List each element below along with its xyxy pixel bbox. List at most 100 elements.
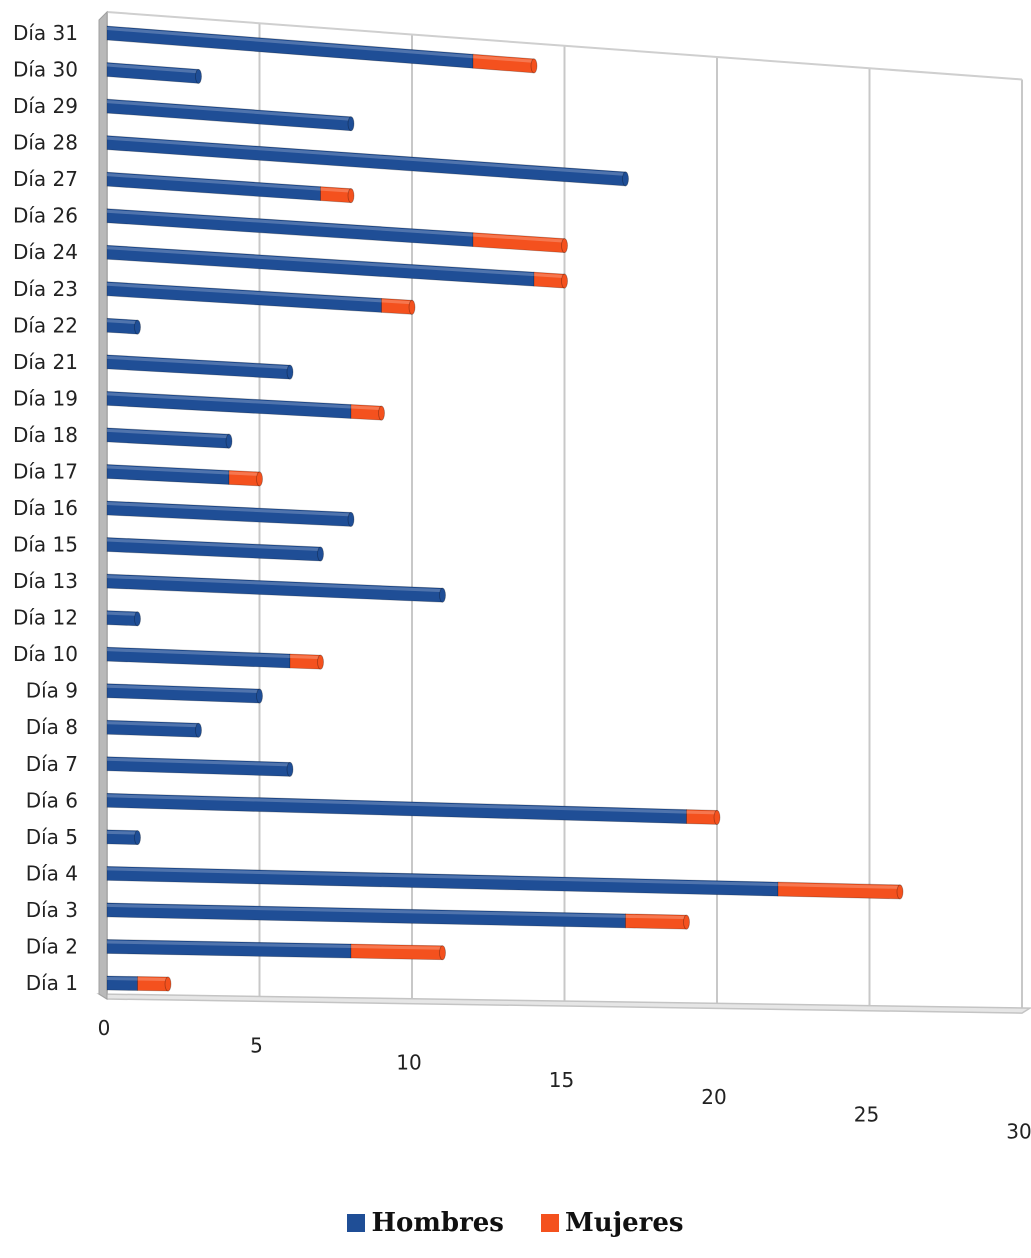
category-label: Día 2 [26, 934, 78, 958]
category-label: Día 21 [13, 350, 78, 374]
bar-highlight-hombres-26 [107, 940, 351, 949]
bar-cap-4 [622, 171, 629, 187]
category-label: Día 28 [13, 131, 78, 155]
x-tick-label: 20 [701, 1085, 726, 1109]
bar-cap-24 [896, 884, 904, 900]
bar-highlight-hombres-16 [107, 575, 443, 593]
wall-top-edge [106, 11, 1023, 81]
bar-highlight-hombres-6 [107, 209, 473, 237]
category-label: Día 27 [13, 167, 78, 191]
category-label: Día 8 [26, 715, 78, 739]
legend: Hombres Mujeres [0, 1208, 1031, 1239]
bar-highlight-mujeres-26 [351, 945, 443, 950]
bar-cap-21 [286, 761, 294, 777]
bar-highlight-mujeres-6 [473, 233, 565, 243]
category-label: Día 29 [13, 94, 78, 118]
grid-layer [96, 10, 1031, 1014]
bar-highlight-hombres-2 [107, 63, 199, 74]
bar-cap-13 [256, 471, 263, 487]
legend-label-mujeres: Mujeres [565, 1208, 684, 1238]
category-label: Día 22 [13, 313, 78, 337]
bar-cap-3 [347, 116, 355, 132]
category-label: Día 4 [26, 861, 78, 885]
bar-cap-18 [317, 654, 324, 670]
bar-highlight-hombres-5 [107, 173, 321, 191]
bar-cap-12 [225, 433, 233, 449]
category-label: Día 23 [13, 277, 78, 301]
bar-highlight-hombres-11 [107, 392, 351, 409]
category-label: Día 12 [13, 606, 78, 630]
bar-highlight-hombres-18 [107, 648, 290, 658]
x-tick-label: 30 [1006, 1120, 1031, 1144]
bar-highlight-mujeres-5 [320, 187, 351, 193]
bar-highlight-hombres-8 [107, 282, 382, 303]
bar-highlight-hombres-7 [107, 246, 534, 277]
bar-cap-17 [134, 611, 141, 627]
bar-highlight-mujeres-7 [534, 273, 565, 279]
bar-highlight-mujeres-24 [778, 883, 900, 889]
legend-item-hombres: Hombres [347, 1208, 504, 1238]
category-label: Día 24 [13, 240, 78, 264]
bar-highlight-mujeres-1 [473, 55, 534, 63]
bar-cap-14 [347, 512, 355, 527]
bar-highlight-hombres-17 [107, 611, 138, 616]
bar-highlight-mujeres-11 [351, 405, 382, 411]
category-label: Día 5 [26, 825, 78, 849]
bar-cap-23 [134, 830, 141, 846]
side-wall [98, 10, 108, 1000]
bar-cap-7 [561, 273, 568, 289]
bar-cap-2 [195, 68, 202, 84]
bar-highlight-hombres-24 [107, 867, 778, 887]
bar-cap-16 [439, 587, 446, 603]
bar-highlight-hombres-3 [107, 100, 351, 121]
legend-swatch-mujeres [541, 1214, 560, 1232]
legend-swatch-hombres [347, 1214, 366, 1232]
x-tick-label: 10 [396, 1051, 421, 1075]
x-tick-label: 5 [250, 1033, 263, 1057]
x-tick-label: 25 [854, 1102, 879, 1126]
bar-cap-20 [195, 722, 202, 738]
bar-highlight-hombres-1 [107, 27, 473, 59]
bar-cap-11 [378, 405, 385, 421]
bar-cap-8 [408, 299, 416, 315]
category-label: Día 13 [13, 569, 78, 593]
category-label: Día 3 [26, 898, 78, 922]
category-label: Día 17 [13, 459, 78, 483]
bar-highlight-mujeres-25 [625, 914, 687, 920]
bar-cap-26 [439, 945, 446, 961]
bar-highlight-hombres-20 [107, 721, 199, 728]
bar-layer [106, 25, 904, 992]
bar-highlight-hombres-10 [107, 355, 290, 370]
bar-cap-1 [530, 58, 538, 74]
x-tick-label: 0 [98, 1016, 111, 1040]
legend-label-hombres: Hombres [371, 1208, 504, 1238]
bar-highlight-hombres-15 [107, 538, 321, 552]
bar-highlight-mujeres-13 [229, 471, 260, 476]
bar-cap-15 [317, 546, 324, 562]
category-label: Día 1 [26, 971, 78, 995]
bar-highlight-hombres-27 [107, 977, 138, 981]
category-label: Día 31 [13, 21, 78, 45]
bar-highlight-hombres-12 [107, 428, 229, 439]
bar-highlight-hombres-21 [107, 757, 290, 767]
bar-cap-19 [256, 688, 263, 704]
category-label: Día 30 [13, 58, 78, 82]
bar-cap-10 [286, 364, 294, 380]
category-label: Día 16 [13, 496, 78, 520]
bar-highlight-mujeres-27 [137, 977, 168, 981]
bar-highlight-hombres-23 [107, 830, 138, 835]
bar-cap-22 [713, 810, 721, 825]
category-label: Día 18 [13, 423, 78, 447]
bar-highlight-mujeres-22 [686, 810, 717, 815]
legend-item-mujeres: Mujeres [541, 1208, 684, 1238]
bar-cap-25 [683, 914, 690, 930]
bar-highlight-hombres-22 [107, 794, 687, 814]
bar-highlight-hombres-25 [107, 903, 626, 918]
category-label: Día 15 [13, 533, 78, 557]
bar-cap-27 [164, 976, 172, 992]
bar-highlight-hombres-19 [107, 684, 260, 694]
x-tick-label: 15 [549, 1068, 574, 1092]
category-label: Día 6 [26, 788, 78, 812]
category-label: Día 10 [13, 642, 78, 666]
bar-highlight-hombres-13 [107, 465, 229, 475]
